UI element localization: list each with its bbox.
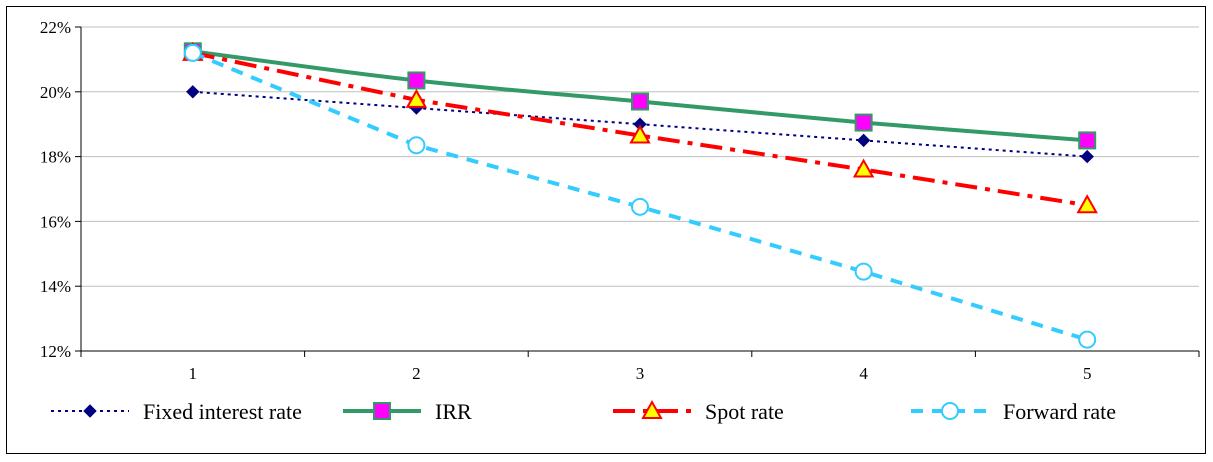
data-point: [183, 43, 202, 62]
y-tick-label: 16%: [40, 212, 71, 231]
legend-label: Fixed interest rate: [143, 399, 302, 424]
series-lines: [182, 41, 1098, 349]
legend-entry: Spot rate: [613, 399, 784, 424]
data-point: [186, 85, 200, 99]
data-point: [1080, 149, 1094, 164]
data-point: [852, 158, 875, 178]
line-chart: 12% 14% 16% 18% 20% 22% 1 2 3 4 5 Fixed interest r…: [40, 18, 1200, 424]
y-tick-label: 20%: [40, 83, 71, 102]
data-point: [631, 92, 649, 111]
data-point: [629, 124, 651, 144]
legend: Fixed interest rate IRR Spot rate Forward r…: [51, 399, 1116, 424]
y-tick-label: 14%: [40, 277, 71, 296]
data-point: [407, 136, 426, 155]
legend-label: IRR: [435, 399, 472, 424]
chart-frame: 12% 14% 16% 18% 20% 22% 1 2 3 4 5 Fixed interest r…: [6, 6, 1206, 454]
legend-marker: [373, 402, 391, 420]
data-point: [407, 71, 426, 90]
y-tick-label: 18%: [40, 148, 71, 167]
x-tick-label: 3: [636, 364, 645, 383]
data-point: [854, 113, 873, 132]
data-point: [1078, 131, 1097, 150]
x-tick-label: 4: [859, 364, 868, 383]
x-tick-label: 2: [412, 364, 421, 383]
legend-label: Forward rate: [1003, 399, 1116, 424]
x-tick-label: 5: [1083, 364, 1092, 383]
data-point: [856, 133, 871, 148]
y-tick-label: 12%: [40, 342, 71, 361]
legend-marker: [83, 404, 97, 418]
axes: 12% 14% 16% 18% 20% 22% 1 2 3 4 5: [40, 18, 1200, 383]
legend-entry: Forward rate: [911, 399, 1116, 424]
data-point: [405, 88, 428, 108]
legend-marker: [641, 399, 663, 419]
legend-entry: IRR: [343, 399, 472, 424]
series-0: [186, 85, 1094, 164]
gridlines: [81, 26, 1199, 352]
data-point: [1078, 330, 1097, 349]
data-point: [631, 197, 649, 216]
y-tick-label: 22%: [40, 18, 71, 37]
legend-label: Spot rate: [705, 399, 784, 424]
data-point: [854, 262, 873, 281]
x-tick-label: 1: [189, 364, 198, 383]
data-point: [1076, 194, 1098, 214]
series-3: [183, 43, 1097, 349]
legend-entry: Fixed interest rate: [51, 399, 302, 424]
legend-marker: [941, 402, 959, 420]
